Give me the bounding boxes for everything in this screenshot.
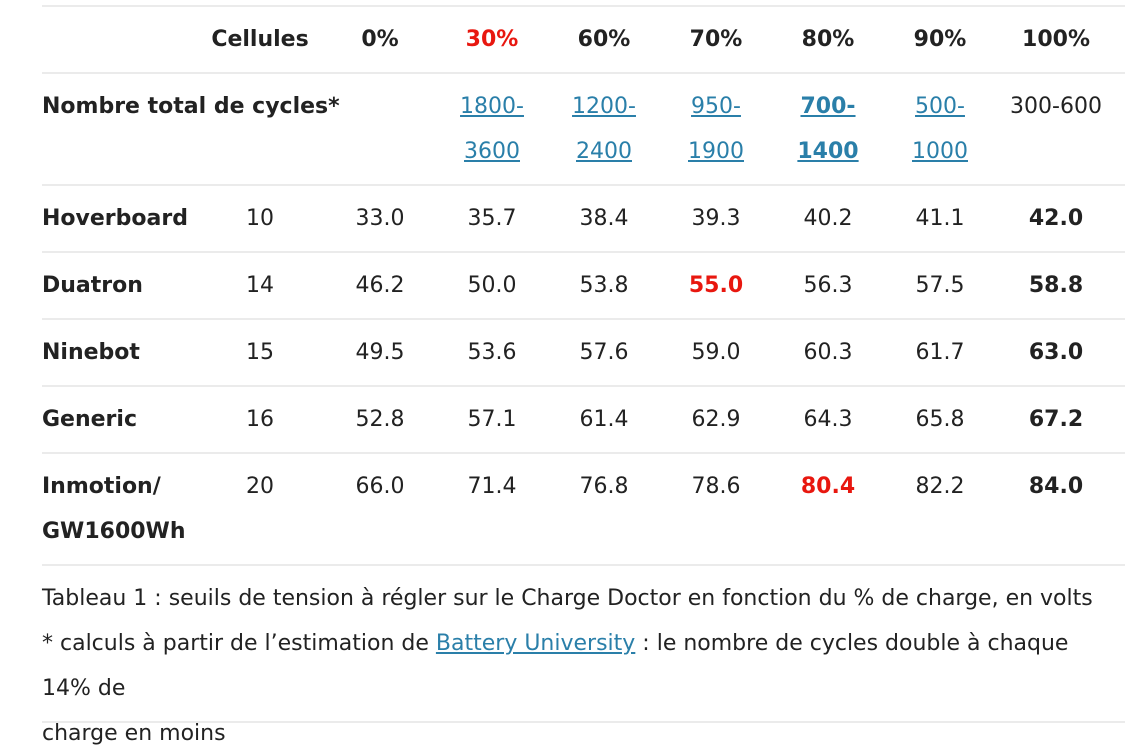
value-60: 61.4 bbox=[579, 407, 629, 432]
value-60: 57.6 bbox=[579, 340, 629, 365]
value-80: 64.3 bbox=[803, 407, 853, 432]
value-30: 53.6 bbox=[467, 340, 517, 365]
table-rule bbox=[42, 721, 1125, 723]
row-name-line2: GW1600Wh bbox=[42, 519, 186, 544]
row-name: Inmotion/ GW1600Wh bbox=[42, 464, 185, 554]
cycles-link-line1: 700- bbox=[800, 94, 856, 119]
table-caption: Tableau 1 : seuils de tension à régler s… bbox=[42, 576, 1117, 756]
value-0: 46.2 bbox=[355, 273, 405, 298]
row-name-line1: Inmotion/ bbox=[42, 474, 161, 499]
table-rule bbox=[42, 385, 1125, 387]
battery-university-link[interactable]: Battery University bbox=[435, 631, 636, 656]
value-90: 57.5 bbox=[915, 273, 965, 298]
value-0: 49.5 bbox=[355, 340, 405, 365]
value-30: 57.1 bbox=[467, 407, 517, 432]
cycles-link-line1: 500- bbox=[915, 94, 965, 119]
value-30: 50.0 bbox=[467, 273, 517, 298]
cycles-link-30[interactable]: 1800- 3600 bbox=[442, 84, 542, 174]
cycles-link-line2: 1400 bbox=[797, 139, 859, 164]
table-rule bbox=[42, 318, 1125, 320]
value-100: 63.0 bbox=[1028, 340, 1084, 365]
caption-title: Tableau 1 : seuils de tension à régler s… bbox=[42, 586, 1093, 611]
header-pct-80: 80% bbox=[801, 27, 855, 52]
value-100: 67.2 bbox=[1028, 407, 1084, 432]
value-0: 33.0 bbox=[355, 206, 405, 231]
value-30: 71.4 bbox=[467, 474, 517, 499]
value-60: 76.8 bbox=[579, 474, 629, 499]
table-rule bbox=[42, 72, 1125, 74]
cycles-link-70[interactable]: 950- 1900 bbox=[666, 84, 766, 174]
header-cells: Cellules bbox=[211, 27, 309, 52]
value-90: 82.2 bbox=[915, 474, 965, 499]
row-cells: 10 bbox=[246, 206, 274, 231]
table-rule bbox=[42, 564, 1125, 566]
caption-note-end: charge en moins bbox=[42, 721, 226, 746]
value-100: 84.0 bbox=[1028, 474, 1084, 499]
value-70: 59.0 bbox=[691, 340, 741, 365]
cycles-link-line2: 3600 bbox=[464, 139, 520, 164]
cycles-link-line1: 1800- bbox=[460, 94, 524, 119]
row-name: Generic bbox=[42, 407, 137, 432]
value-70-highlight: 55.0 bbox=[688, 273, 744, 298]
table-rule bbox=[42, 251, 1125, 253]
cycles-link-60[interactable]: 1200- 2400 bbox=[554, 84, 654, 174]
row-cells: 14 bbox=[246, 273, 274, 298]
value-80-highlight: 80.4 bbox=[800, 474, 856, 499]
value-90: 61.7 bbox=[915, 340, 965, 365]
row-name: Duatron bbox=[42, 273, 143, 298]
table-rule bbox=[42, 5, 1125, 7]
cycles-value-100: 300-600 bbox=[1010, 94, 1102, 119]
table-rule bbox=[42, 452, 1125, 454]
header-pct-60: 60% bbox=[577, 27, 631, 52]
value-0: 52.8 bbox=[355, 407, 405, 432]
cycles-link-line2: 2400 bbox=[576, 139, 632, 164]
header-pct-100: 100% bbox=[1022, 27, 1090, 52]
cycles-link-line1: 1200- bbox=[572, 94, 636, 119]
value-80: 56.3 bbox=[803, 273, 853, 298]
cycles-link-90[interactable]: 500- 1000 bbox=[890, 84, 990, 174]
header-pct-0: 0% bbox=[361, 27, 399, 52]
value-70: 62.9 bbox=[691, 407, 741, 432]
row-cells: 16 bbox=[246, 407, 274, 432]
value-90: 41.1 bbox=[915, 206, 965, 231]
row-name: Hoverboard bbox=[42, 206, 188, 231]
caption-note-prefix: * calculs à partir de l’estimation de bbox=[42, 631, 436, 656]
caption-note-suffix: : le nombre de cycles double à chaque 14… bbox=[42, 631, 1069, 701]
table-rule bbox=[42, 184, 1125, 186]
value-70: 78.6 bbox=[691, 474, 741, 499]
row-cells: 15 bbox=[246, 340, 274, 365]
value-60: 53.8 bbox=[579, 273, 629, 298]
cycles-row-label: Nombre total de cycles* bbox=[42, 94, 340, 119]
value-0: 66.0 bbox=[355, 474, 405, 499]
value-70: 39.3 bbox=[691, 206, 741, 231]
value-90: 65.8 bbox=[915, 407, 965, 432]
header-pct-70: 70% bbox=[689, 27, 743, 52]
row-name: Ninebot bbox=[42, 340, 140, 365]
value-80: 40.2 bbox=[803, 206, 853, 231]
value-100: 42.0 bbox=[1028, 206, 1084, 231]
header-pct-30: 30% bbox=[465, 27, 519, 52]
header-pct-90: 90% bbox=[913, 27, 967, 52]
value-80: 60.3 bbox=[803, 340, 853, 365]
cycles-link-line1: 950- bbox=[691, 94, 741, 119]
cycles-link-line2: 1900 bbox=[688, 139, 744, 164]
value-30: 35.7 bbox=[467, 206, 517, 231]
value-100: 58.8 bbox=[1028, 273, 1084, 298]
value-60: 38.4 bbox=[579, 206, 629, 231]
row-cells: 20 bbox=[246, 474, 274, 499]
cycles-link-line2: 1000 bbox=[912, 139, 968, 164]
cycles-link-80[interactable]: 700- 1400 bbox=[778, 84, 878, 174]
voltage-table-section: Cellules 0% 30% 60% 70% 80% 90% 100% Nom… bbox=[42, 5, 1125, 746]
